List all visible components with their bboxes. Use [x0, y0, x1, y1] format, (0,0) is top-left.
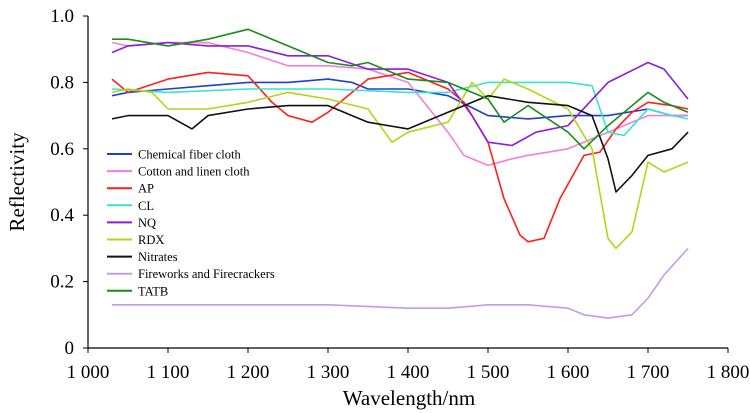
legend-label: Nitrates	[138, 250, 178, 264]
series-line-7	[112, 247, 689, 319]
x-tick-label: 1 200	[227, 362, 270, 383]
legend-label: Cotton and linen cloth	[138, 165, 250, 179]
x-tick-label: 1 100	[147, 362, 190, 383]
x-tick-label: 1 300	[307, 362, 350, 383]
x-tick-label: 1 700	[627, 362, 670, 383]
x-tick-label: 1 500	[467, 362, 510, 383]
series-line-4	[111, 41, 689, 147]
x-tick-label: 1 600	[547, 362, 590, 383]
x-tick-label: 1 800	[707, 362, 750, 383]
legend-label: NQ	[138, 216, 156, 230]
y-tick-label: 0.6	[50, 139, 74, 160]
series-lines	[111, 28, 689, 319]
legend: Chemical fiber cloth Cotton and linen clo…	[107, 148, 275, 298]
x-tick-label: 1 000	[67, 362, 110, 383]
legend-label: AP	[138, 182, 154, 196]
tick-labels: 1 000 1 100 1 200 1 300 1 400 1 500 1 600 1 700…	[50, 6, 749, 383]
series-line-5	[111, 78, 689, 250]
legend-label: Fireworks and Firecrackers	[138, 267, 275, 281]
y-tick-label: 0	[65, 338, 75, 359]
series-line-3	[111, 81, 689, 137]
legend-label: CL	[138, 199, 154, 213]
y-tick-label: 0.4	[50, 205, 74, 226]
legend-label: RDX	[138, 233, 164, 247]
x-tick-label: 1 400	[387, 362, 430, 383]
series-line-0	[111, 78, 688, 120]
y-tick-label: 1.0	[50, 6, 74, 27]
y-tick-label: 0.8	[50, 72, 74, 93]
series-line-6	[111, 94, 689, 193]
legend-label: TATB	[138, 284, 168, 298]
axes	[83, 15, 729, 353]
y-axis-label: Reflectivity	[5, 132, 29, 232]
x-axis-label: Wavelength/nm	[343, 386, 475, 410]
y-tick-label: 0.2	[50, 272, 74, 293]
legend-label: Chemical fiber cloth	[138, 148, 241, 162]
series-line-8	[112, 28, 689, 150]
series-line-1	[111, 41, 688, 167]
